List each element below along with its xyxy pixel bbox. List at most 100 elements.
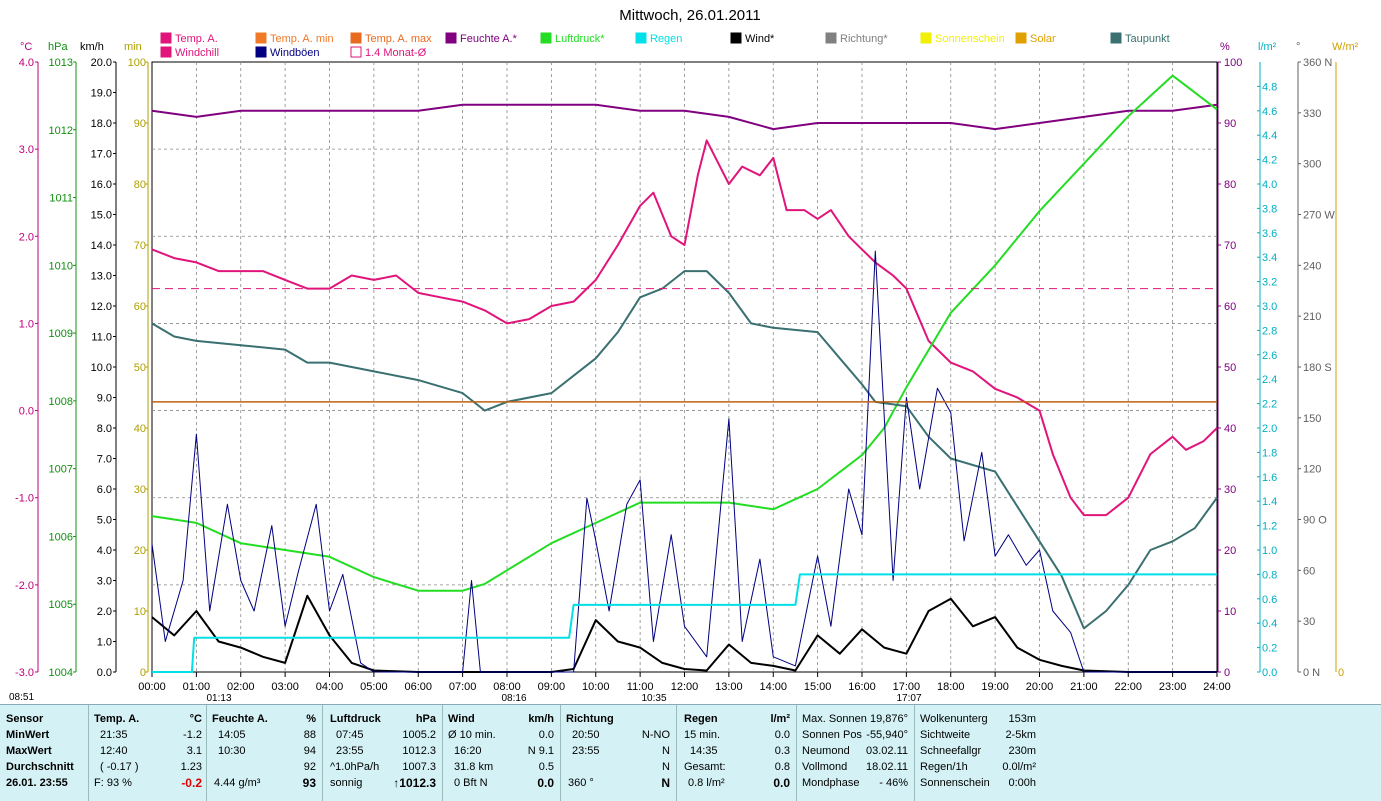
legend-label: Windchill	[175, 47, 219, 59]
wind-axis-tick-label: 12.0	[91, 301, 112, 313]
x-tick-label: 11:00	[627, 681, 654, 693]
pressure-axis-label: hPa	[48, 41, 68, 53]
direction-axis-tick-label: 240	[1303, 260, 1321, 272]
minutes-axis-tick-label: 40	[134, 423, 146, 435]
legend-swatch	[730, 32, 742, 44]
humidity-min-time: 14:05	[218, 729, 246, 741]
wind-axis-tick-label: 6.0	[97, 484, 112, 496]
temp-avg: ( -0.17 )	[100, 761, 139, 773]
legend-swatch	[635, 32, 647, 44]
rain-axis-tick-label: 0.2	[1262, 643, 1277, 655]
legend-swatch	[350, 46, 362, 58]
rain-axis-tick-label: 4.6	[1262, 106, 1277, 118]
legend-label: Sonnenschein	[935, 33, 1005, 45]
rain-axis-tick-label: 3.8	[1262, 203, 1277, 215]
temp-axis-tick-label: -3.0	[15, 667, 34, 679]
direction-r2-time: 23:55	[572, 745, 600, 757]
humidity-column: Feuchte A. % 14:05 88 10:30 94 92 4.44 g…	[212, 705, 320, 801]
wind-column: Wind km/h Ø 10 min. 0.0 16:20 N 9.1 31.8…	[448, 705, 558, 801]
rain-axis-tick-label: 4.0	[1262, 179, 1277, 191]
humidity-max-value: 94	[303, 745, 316, 757]
x-tick-label: 17:00	[893, 681, 921, 693]
temp-current: -0.2	[181, 776, 202, 790]
humidity-abs: 4.44 g/m³	[214, 777, 261, 789]
misc-r5-value: 0:00h	[1008, 777, 1036, 789]
wind-axis-tick-label: 13.0	[91, 271, 112, 283]
minutes-axis-tick-label: 90	[134, 118, 146, 130]
sun-r3-label: Neumond	[802, 745, 850, 757]
x-tick-label: 00:00	[138, 681, 166, 693]
row-label-current: 26.01. 23:55	[6, 777, 68, 789]
temp-axis-tick-label: 4.0	[19, 57, 34, 69]
temp-axis-tick-label: 1.0	[19, 318, 34, 330]
pressure-axis-tick-label: 1012	[49, 125, 73, 137]
direction-header: Richtung	[566, 713, 614, 725]
direction-axis-label: °	[1296, 41, 1300, 53]
pressure-axis-tick-label: 1009	[49, 328, 73, 340]
stats-panel: Sensor MinWert MaxWert Durchschnitt 26.0…	[0, 704, 1381, 801]
misc-r1-label: Wolkenunterg	[920, 713, 988, 725]
direction-axis-tick-label: 120	[1303, 464, 1321, 476]
rain-axis-tick-label: 2.2	[1262, 399, 1277, 411]
humidity-axis-tick-label: 80	[1224, 179, 1236, 191]
wind-axis-tick-label: 19.0	[91, 88, 112, 100]
sun-r3-value: 03.02.11	[865, 745, 908, 757]
misc-r2-label: Sichtweite	[920, 729, 971, 741]
legend-swatch	[920, 32, 932, 44]
series-gusts	[151, 250, 1217, 673]
temp-avg2: 1.23	[180, 761, 202, 773]
minutes-axis-tick-label: 80	[134, 179, 146, 191]
row-label-max: MaxWert	[6, 745, 52, 757]
minutes-axis-tick-label: 50	[134, 362, 146, 374]
rain-axis-label: l/m²	[1258, 41, 1277, 53]
pressure-current: ↑1012.3	[393, 776, 436, 790]
legend-label: Regen	[650, 33, 682, 45]
wind-r1-value: 0.0	[538, 729, 554, 741]
rain-axis-tick-label: 2.0	[1262, 423, 1277, 435]
wind-r4-label: 0 Bft N	[454, 777, 488, 789]
rain-axis-tick-label: 3.4	[1262, 252, 1277, 264]
pressure-axis-tick-label: 1008	[49, 396, 73, 408]
legend-label: Windböen	[270, 47, 320, 59]
temp-max-value: 3.1	[186, 745, 202, 757]
wind-axis-tick-label: 18.0	[91, 118, 112, 130]
minutes-axis-tick-label: 70	[134, 240, 146, 252]
wind-unit: km/h	[528, 713, 554, 725]
direction-axis-tick-label: 180 S	[1303, 362, 1332, 374]
x-tick-label: 10:00	[582, 681, 610, 693]
wind-axis-tick-label: 3.0	[97, 576, 112, 588]
direction-axis-tick-label: 330	[1303, 108, 1321, 120]
wind-header: Wind	[448, 713, 475, 725]
series-humidity	[151, 103, 1218, 131]
direction-axis-tick-label: 270 W	[1303, 210, 1335, 222]
legend-label: Wind*	[745, 33, 775, 45]
x-tick-label: 05:00	[360, 681, 388, 693]
sun-r4-label: Vollmond	[802, 761, 848, 773]
direction-axis-tick-label: 0 N	[1303, 667, 1320, 679]
sun-r5-value: - 46%	[879, 777, 908, 789]
wind-axis-tick-label: 15.0	[91, 210, 112, 222]
rain-axis-tick-label: 3.2	[1262, 277, 1277, 289]
wind-r2-time: 16:20	[454, 745, 482, 757]
row-label-min: MinWert	[6, 729, 50, 741]
rain-axis-tick-label: 1.0	[1262, 545, 1277, 557]
rain-header: Regen	[684, 713, 718, 725]
humidity-axis-tick-label: 60	[1224, 301, 1236, 313]
direction-column: Richtung 20:50 N-NO 23:55 N N 360 ° N	[566, 705, 674, 801]
pressure-axis-tick-label: 1011	[49, 193, 73, 205]
temp-min-time: 21:35	[100, 729, 128, 741]
direction-axis-tick-label: 360 N	[1303, 57, 1332, 69]
x-tick-label: 22:00	[1114, 681, 1142, 693]
minutes-axis-tick-label: 10	[134, 606, 146, 618]
rain-axis-tick-label: 0.0	[1262, 667, 1277, 679]
wind-r3-label: 31.8 km	[454, 761, 494, 773]
wind-axis-tick-label: 16.0	[91, 179, 112, 191]
direction-axis-tick-label: 30	[1303, 616, 1315, 628]
misc-r4-label: Regen/1h	[920, 761, 968, 773]
pressure-axis-tick-label: 1007	[49, 464, 73, 476]
legend-swatch	[1015, 32, 1027, 44]
pressure-column: Luftdruck hPa 07:45 1005.2 23:55 1012.3 …	[328, 705, 440, 801]
rain-axis-tick-label: 4.2	[1262, 155, 1277, 167]
humidity-axis-tick-label: 30	[1224, 484, 1236, 496]
rain-axis-tick-label: 1.6	[1262, 472, 1277, 484]
